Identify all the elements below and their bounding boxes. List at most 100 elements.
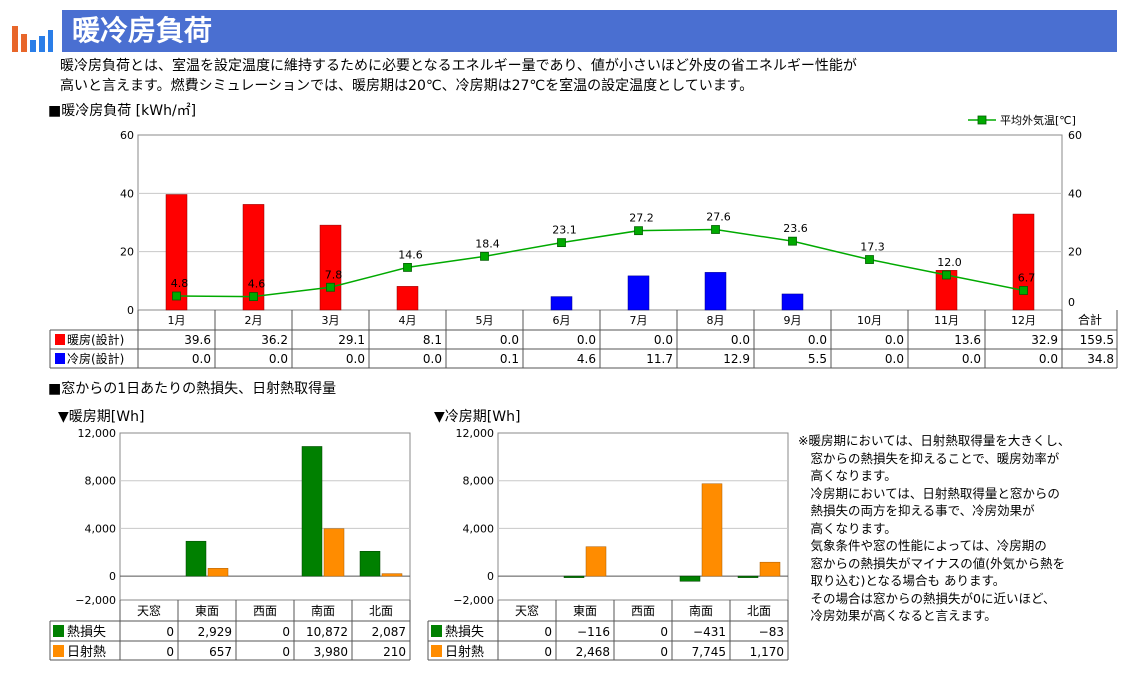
table-cell: 0.0: [192, 352, 211, 366]
table-cell: 0.0: [577, 333, 596, 347]
series-name: 日射熱: [67, 644, 106, 660]
x-tick-label: 7月: [630, 314, 648, 327]
x-tick-label: 西面: [631, 604, 655, 618]
legend-swatch: [431, 645, 442, 657]
table-cell: 4.6: [577, 352, 596, 366]
table-cell: 11.7: [646, 352, 673, 366]
temp-marker: [711, 225, 720, 234]
table-cell: 657: [209, 645, 232, 659]
table-cell: 0: [660, 625, 668, 639]
bar-solar-gain: [759, 561, 781, 577]
note-line: 窓からの熱損失がマイナスの値(外気から熱を: [798, 555, 1066, 571]
note-line: 冷房期においては、日射熱取得量と窓からの: [798, 485, 1060, 501]
bar-cooling: [781, 293, 804, 311]
bar-solar-gain: [207, 568, 229, 577]
temp-data-label: 4.6: [248, 278, 266, 291]
bar-heating: [165, 194, 188, 311]
y-tick-label: 0: [109, 570, 116, 583]
x-tick-label: 10月: [857, 314, 882, 327]
table-cell: 5.5: [808, 352, 827, 366]
x-tick-label: 5月: [476, 314, 494, 327]
series-name: 熱損失: [67, 625, 106, 640]
table-cell: 29.1: [338, 333, 365, 347]
x-tick-label: 東面: [195, 604, 219, 618]
bar-heat-loss: [563, 575, 585, 578]
table-cell: 32.9: [1031, 333, 1058, 347]
x-tick-label: 北面: [747, 604, 771, 618]
x-tick-label: 天窓: [137, 603, 161, 618]
table-cell: 13.6: [954, 333, 981, 347]
description: 暖冷房負荷とは、室温を設定温度に維持するために必要となるエネルギー量であり、値が…: [60, 56, 1060, 96]
x-tick-label: 12月: [1011, 314, 1036, 327]
y-tick-label: 8,000: [85, 475, 117, 488]
bar-heating: [935, 270, 958, 311]
bar-cooling: [550, 296, 573, 311]
section-title-window: ■窓からの1日あたりの熱損失、日射熱取得量: [48, 381, 337, 397]
table-cell: 39.6: [184, 333, 211, 347]
temp-data-label: 12.0: [937, 256, 962, 269]
window-chart-title: ▼暖房期[Wh]: [58, 409, 144, 425]
x-tick-label: 9月: [784, 314, 802, 327]
legend-swatch: [55, 334, 65, 345]
temp-marker: [326, 282, 335, 292]
series-name: 暖房(設計): [67, 332, 124, 347]
temp-data-label: 27.2: [629, 212, 654, 225]
table-cell: 0: [282, 625, 290, 639]
table-cell: 7,745: [692, 645, 726, 659]
temp-data-label: 18.4: [475, 237, 500, 250]
bar-cooling: [627, 275, 650, 311]
y-tick-label: 12,000: [78, 427, 117, 440]
y-tick-label: 0: [487, 570, 494, 583]
temp-marker: [1019, 286, 1028, 295]
temp-data-label: 7.8: [325, 268, 343, 281]
table-total: 34.8: [1087, 352, 1114, 366]
temp-data-label: 23.1: [552, 224, 577, 237]
temp-data-label: 6.7: [1018, 271, 1036, 284]
y-tick-label: 8,000: [463, 475, 495, 488]
legend-swatch: [53, 625, 64, 637]
bar-heating: [396, 286, 419, 311]
y-tick-label: 4,000: [463, 522, 495, 535]
y2-tick-label: 60: [1068, 129, 1082, 142]
note-line: 冷房効果が高くなると言えます。: [798, 608, 997, 623]
table-cell: 10,872: [306, 625, 348, 639]
temp-marker: [942, 270, 951, 280]
bar-solar-gain: [585, 546, 607, 577]
x-tick-label: 南面: [311, 603, 335, 618]
temp-marker: [557, 238, 566, 248]
table-cell: 0.0: [885, 352, 904, 366]
table-cell: 2,468: [576, 645, 610, 659]
bar-solar-gain: [381, 573, 403, 577]
table-cell: 36.2: [261, 333, 288, 347]
bar-heating: [1012, 213, 1035, 311]
table-cell: 0.0: [885, 333, 904, 347]
temp-marker: [403, 263, 412, 272]
y2-tick-label: 0: [1068, 296, 1075, 309]
note-line: 熱損失の両方を抑える事で、冷房効果が: [798, 503, 1035, 518]
x-tick-label: 東面: [573, 604, 597, 618]
temp-marker: [865, 255, 874, 264]
x-tick-label: 北面: [369, 604, 393, 618]
temp-marker: [172, 291, 181, 301]
temp-marker: [634, 226, 643, 236]
table-cell: 0: [544, 645, 552, 659]
table-cell: 0.0: [962, 352, 981, 366]
table-cell: 2,087: [372, 625, 406, 639]
table-cell: 0: [544, 625, 552, 639]
total-header: 合計: [1078, 312, 1102, 327]
table-cell: −83: [759, 625, 784, 639]
y2-tick-label: 20: [1068, 246, 1082, 259]
x-tick-label: 11月: [934, 314, 959, 327]
x-tick-label: 西面: [253, 604, 277, 618]
table-cell: 0.0: [1039, 352, 1058, 366]
table-cell: 3,980: [314, 645, 348, 659]
bar-heat-loss: [359, 550, 381, 577]
table-cell: 12.9: [723, 352, 750, 366]
chart-logo-icon: [12, 26, 53, 52]
plot-area: [137, 134, 1063, 311]
bar-heating: [242, 204, 265, 311]
legend-marker: [977, 115, 987, 125]
x-tick-label: 4月: [399, 314, 417, 327]
y-tick-label: −2,000: [453, 594, 494, 607]
table-cell: 0.1: [500, 352, 519, 366]
